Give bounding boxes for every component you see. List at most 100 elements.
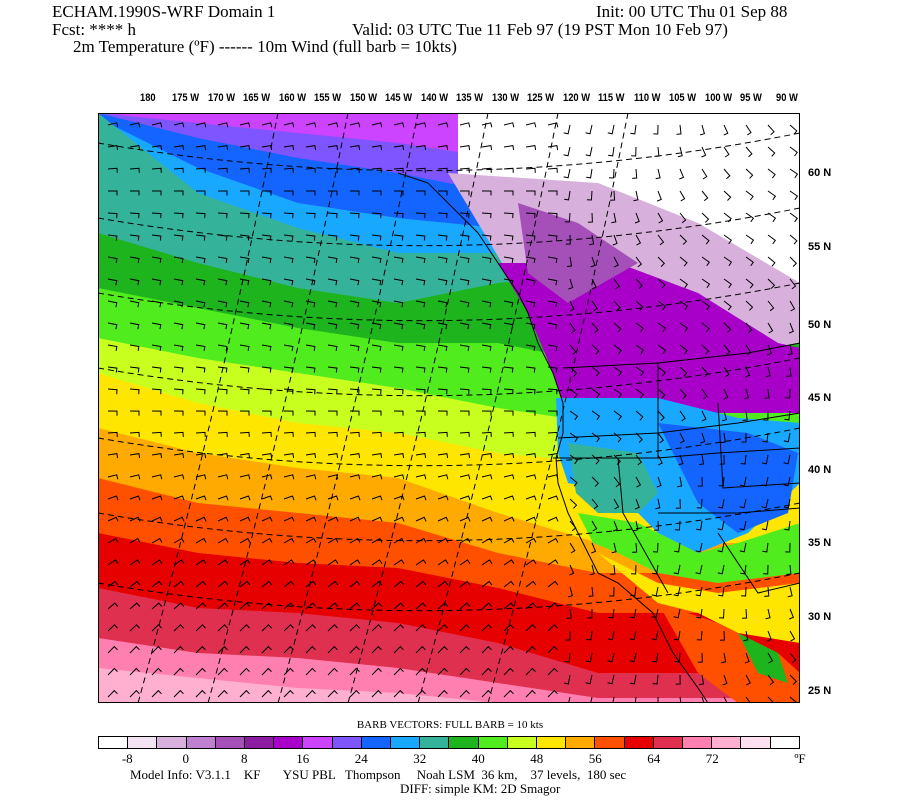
longitude-label: 115 W: [598, 92, 625, 104]
wind-barb: [503, 624, 514, 632]
wind-barb: [767, 652, 774, 664]
wind-barb: [327, 495, 339, 501]
wind-barb: [635, 410, 644, 421]
wind-barb: [393, 145, 405, 151]
wind-barb: [657, 410, 665, 422]
wind-barb: [261, 322, 272, 330]
wind-barb: [372, 190, 382, 196]
wind-barb: [591, 366, 600, 377]
wind-barb: [217, 256, 228, 263]
wind-barb: [151, 322, 162, 330]
wind-barb: [283, 322, 294, 330]
wind-barb: [173, 388, 184, 395]
wind-barb: [591, 344, 600, 355]
wind-barb: [634, 696, 637, 703]
wind-barb: [130, 190, 140, 196]
wind-barb: [371, 256, 382, 263]
wind-barb: [305, 516, 317, 522]
wind-barb: [783, 498, 791, 509]
latitude-label: 25 N: [808, 685, 832, 697]
wind-barb: [591, 498, 599, 510]
wind-barb: [635, 476, 642, 488]
wind-barb: [504, 190, 514, 196]
wind-barb: [590, 696, 593, 703]
wind-barb: [481, 667, 492, 676]
wind-barb: [745, 366, 751, 378]
wind-barb: [195, 278, 206, 286]
wind-barb: [547, 344, 558, 351]
wind-barb: [416, 190, 426, 196]
wind-barb: [586, 190, 593, 201]
wind-barb: [173, 212, 184, 219]
wind-barb: [673, 608, 681, 619]
wind-barb: [657, 256, 666, 267]
wind-barb: [349, 122, 361, 128]
wind-barb: [588, 586, 594, 597]
wind-barb: [767, 212, 777, 223]
wind-barb: [679, 190, 686, 202]
wind-barb: [305, 167, 316, 173]
wind-barb: [371, 322, 382, 330]
wind-barb: [437, 667, 448, 676]
wind-barb: [261, 278, 272, 286]
longitude-label: 160 W: [278, 92, 306, 104]
wind-barb: [437, 516, 449, 522]
wind-barb: [327, 689, 338, 698]
wind-barb: [547, 689, 558, 698]
wind-barb: [438, 190, 448, 196]
wind-barb: [173, 366, 184, 373]
wind-barb: [261, 431, 272, 437]
wind-barb: [415, 559, 427, 566]
wind-barb: [723, 124, 729, 136]
wind-barb: [349, 559, 361, 566]
wind-barb: [591, 410, 601, 421]
wind-barb: [525, 278, 536, 286]
wind-barb: [783, 476, 791, 487]
wind-barb: [327, 300, 338, 308]
wind-barb: [564, 212, 571, 223]
wind-barb: [195, 495, 207, 501]
wind-barb: [723, 388, 729, 400]
wind-barb: [240, 190, 250, 196]
wind-barb: [718, 498, 725, 509]
parallel-line: [98, 207, 800, 247]
wind-barb: [459, 344, 470, 351]
wind-barb: [761, 498, 769, 509]
wind-barb: [371, 453, 383, 459]
wind-barb: [761, 454, 769, 465]
wind-barb: [696, 608, 703, 619]
wind-barb: [283, 602, 295, 610]
wind-barb: [459, 388, 470, 395]
wind-barb: [349, 667, 360, 676]
wind-barb: [503, 256, 514, 263]
wind-barb: [371, 388, 382, 395]
wind-barb: [563, 674, 571, 685]
wind-barb: [525, 453, 537, 459]
wind-barb: [371, 234, 382, 241]
wind-barb: [415, 580, 427, 588]
wind-barb: [745, 256, 754, 267]
wind-barb: [283, 234, 294, 241]
wind-barb: [283, 559, 295, 566]
wind-barb: [679, 344, 688, 355]
latitude-label: 50 N: [808, 319, 832, 331]
wind-barb: [195, 580, 207, 588]
wind-barb: [415, 689, 426, 698]
wind-barb: [327, 453, 339, 459]
wind-barb: [723, 696, 728, 703]
wind-barb: [195, 366, 206, 373]
wind-barb: [327, 559, 339, 566]
wind-barb: [739, 476, 747, 487]
wind-barb: [459, 495, 471, 501]
wind-barb: [195, 474, 207, 480]
wind-barb: [393, 212, 404, 219]
wind-barb: [701, 344, 710, 355]
longitude-label: 165 W: [243, 92, 271, 104]
meridian-line: [347, 113, 489, 703]
wind-barb: [173, 495, 185, 501]
wind-barb: [217, 624, 228, 632]
wind-barb: [173, 300, 184, 308]
wind-barb: [129, 474, 141, 480]
wind-barb: [151, 388, 162, 395]
wind-barb: [629, 674, 637, 685]
